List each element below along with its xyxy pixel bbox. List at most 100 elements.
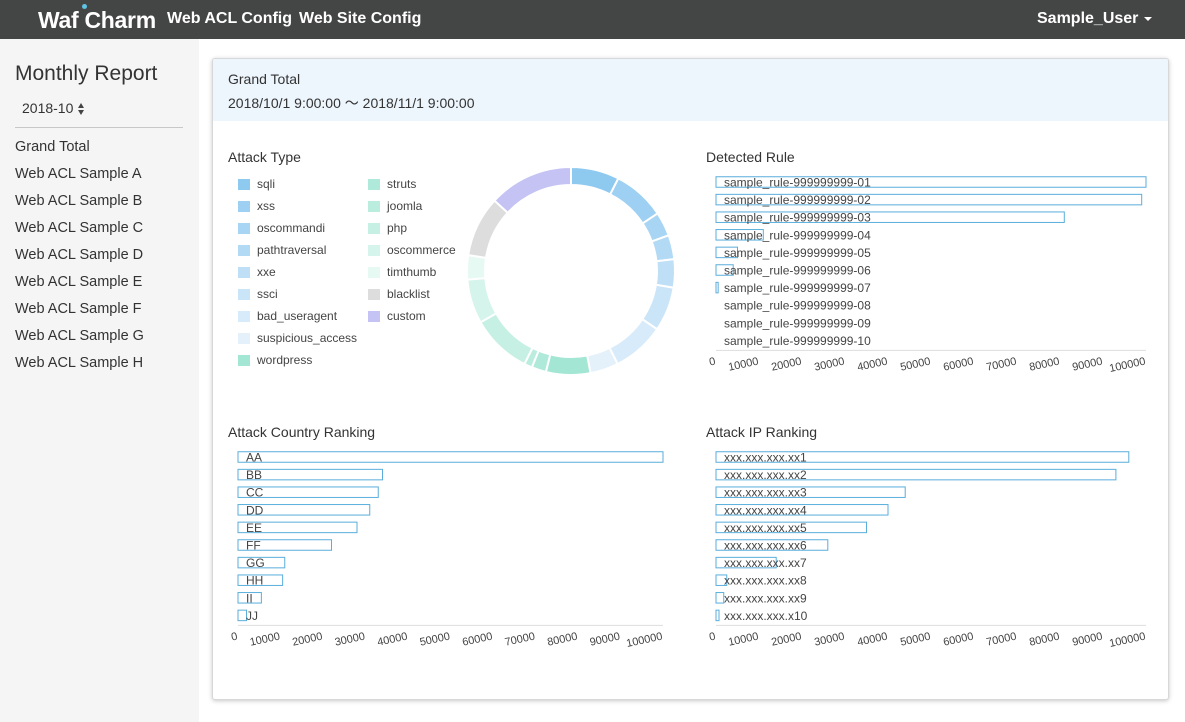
donut-slice-joomla (523, 346, 540, 369)
month-value: 2018-10 (22, 100, 74, 116)
up-down-arrow-icon (78, 103, 85, 116)
attack-country-bar (237, 539, 332, 551)
attack-ip-bar-chart: xxx.xxx.xxx.xx1 xxx.xxx.xxx.xx2 xxx.xxx.xx… (708, 451, 1146, 650)
user-menu[interactable]: Sample_User (1037, 10, 1153, 28)
attack-ip-bar-label: xxx.xxx.xxx.xx3 (724, 486, 807, 500)
attack-ip-bar-label: xxx.xxx.xxx.xx7 (724, 556, 807, 570)
legend-swatch (238, 311, 250, 323)
detected-rule-bar (715, 211, 1065, 223)
detected-rule-bar (715, 176, 1147, 188)
logo[interactable]: Waf Charm (38, 4, 156, 34)
nav-web-site-config[interactable]: Web Site Config (299, 10, 422, 27)
attack-type-donut-chart (466, 165, 676, 376)
donut-slice-pathtraversal (650, 234, 676, 263)
attack-ip-bar (715, 574, 728, 586)
attack-country-tick-label: 80000 (546, 631, 578, 649)
attack-ip-tick-label: 80000 (1028, 631, 1060, 649)
attack-country-bar-label: GG (246, 556, 265, 570)
attack-ip-bar-label: xxx.xxx.xxx.xx1 (724, 451, 807, 465)
attack-ip-tick-label: 10000 (727, 631, 759, 649)
detected-rule-bar-label: sample_rule-999999999-03 (724, 211, 871, 225)
detected-rule-tick-label: 0 (708, 356, 716, 369)
attack-country-tick-label: 70000 (504, 631, 536, 649)
attack-country-bar-label: JJ (246, 609, 258, 623)
legend-item-wordpress: wordpress (238, 353, 312, 367)
legend-item-php: php (368, 221, 407, 235)
attack-country-bar (237, 468, 383, 481)
sidebar-menu: Grand Total Web ACL Sample A Web ACL Sam… (15, 139, 144, 382)
legend-label: php (387, 221, 408, 235)
donut-slice-custom (493, 165, 572, 215)
attack-ip-bar-label: xxx.xxx.xxx.xx2 (724, 468, 807, 482)
attack-country-bar-label: HH (246, 574, 263, 588)
legend-label: custom (387, 309, 426, 323)
attack-ip-title: Attack IP Ranking (706, 424, 818, 440)
legend-swatch (238, 245, 250, 257)
top-navbar: Waf Charm Web ACL Config Web Site Config… (0, 0, 1185, 39)
detected-rule-tick-label: 90000 (1071, 356, 1103, 374)
nav-web-acl-config[interactable]: Web ACL Config (167, 10, 293, 27)
attack-country-tick-label: 90000 (589, 631, 621, 649)
detected-rule-bar-label: sample_rule-999999999-06 (724, 264, 871, 278)
legend-item-bad_useragent: bad_useragent (238, 309, 337, 323)
detected-rule-bar-label: sample_rule-999999999-08 (724, 299, 871, 313)
detected-rule-tick-label: 80000 (1028, 356, 1060, 374)
detected-rule-bar-label: sample_rule-999999999-02 (724, 193, 871, 207)
attack-country-bar-label: EE (246, 521, 262, 535)
attack-ip-tick-label: 30000 (813, 631, 845, 649)
attack-country-tick-label: 30000 (334, 631, 366, 649)
legend-item-xss: xss (238, 199, 275, 213)
detected-rule-tick-label: 60000 (942, 356, 974, 374)
sidebar-title: Monthly Report (15, 62, 158, 85)
attack-country-tick-label: 50000 (419, 631, 451, 649)
sidebar-item-sample-h[interactable]: Web ACL Sample H (15, 355, 144, 371)
legend-label: wordpress (257, 353, 313, 367)
attack-ip-bar (715, 468, 1117, 481)
sidebar-item-sample-c[interactable]: Web ACL Sample C (15, 220, 144, 236)
legend-item-oscommerce: oscommerce (368, 243, 456, 257)
donut-slice-struts (530, 349, 552, 374)
attack-country-bar-label: FF (246, 539, 261, 553)
legend-swatch (368, 179, 380, 191)
attack-ip-tick-label: 70000 (985, 631, 1017, 649)
sidebar-item-sample-d[interactable]: Web ACL Sample D (15, 247, 144, 263)
attack-country-bar-label: BB (246, 468, 262, 482)
sidebar-item-sample-g[interactable]: Web ACL Sample G (15, 328, 144, 344)
attack-ip-tick-label: 90000 (1071, 631, 1103, 649)
legend-swatch (238, 333, 250, 345)
sidebar-item-sample-b[interactable]: Web ACL Sample B (15, 193, 143, 209)
attack-country-tick-label: 60000 (461, 631, 493, 649)
attack-country-bar (237, 574, 284, 586)
attack-country-bar (237, 451, 664, 463)
legend-label: blacklist (387, 287, 430, 301)
detected-rule-tick-label: 70000 (985, 356, 1017, 374)
sidebar-item-sample-a[interactable]: Web ACL Sample A (15, 166, 142, 182)
detected-rule-tick-label: 40000 (856, 356, 888, 374)
donut-slice-sqli (570, 165, 620, 196)
sidebar-item-grand-total[interactable]: Grand Total (15, 139, 90, 155)
attack-country-bar (237, 609, 247, 622)
detected-rule-bar (715, 193, 1143, 206)
attack-ip-bar (715, 556, 777, 569)
sidebar-item-sample-e[interactable]: Web ACL Sample E (15, 274, 143, 290)
detected-rule-bar-label: sample_rule-999999999-09 (724, 316, 871, 330)
legend-swatch (238, 179, 250, 191)
detected-rule-bar-label: sample_rule-999999999-07 (724, 281, 871, 295)
attack-ip-bar (715, 451, 1130, 463)
legend-label: oscommerce (387, 243, 456, 257)
donut-slice-xss (608, 177, 660, 225)
detected-rule-tick-label: 50000 (899, 356, 931, 374)
attack-country-bar (237, 504, 371, 516)
legend-item-timthumb: timthumb (368, 265, 436, 279)
attack-ip-tick-label: 0 (708, 631, 716, 644)
date-range: 2018/10/1 9:00:00 〜 2018/11/1 9:00:00 (228, 95, 475, 111)
attack-ip-bar (715, 609, 720, 622)
legend-label: joomla (387, 199, 423, 213)
detected-rule-tick-label: 30000 (813, 356, 845, 374)
detected-rule-bar (715, 281, 719, 294)
sidebar-divider (15, 127, 183, 128)
month-select[interactable]: 2018-10 (22, 100, 85, 116)
attack-ip-bar (715, 592, 725, 604)
attack-country-bar-chart: AA BB CC DD EE FF GG HH II JJ 0 10000 20000 30000 4000… (230, 451, 664, 650)
sidebar-item-sample-f[interactable]: Web ACL Sample F (15, 301, 142, 317)
